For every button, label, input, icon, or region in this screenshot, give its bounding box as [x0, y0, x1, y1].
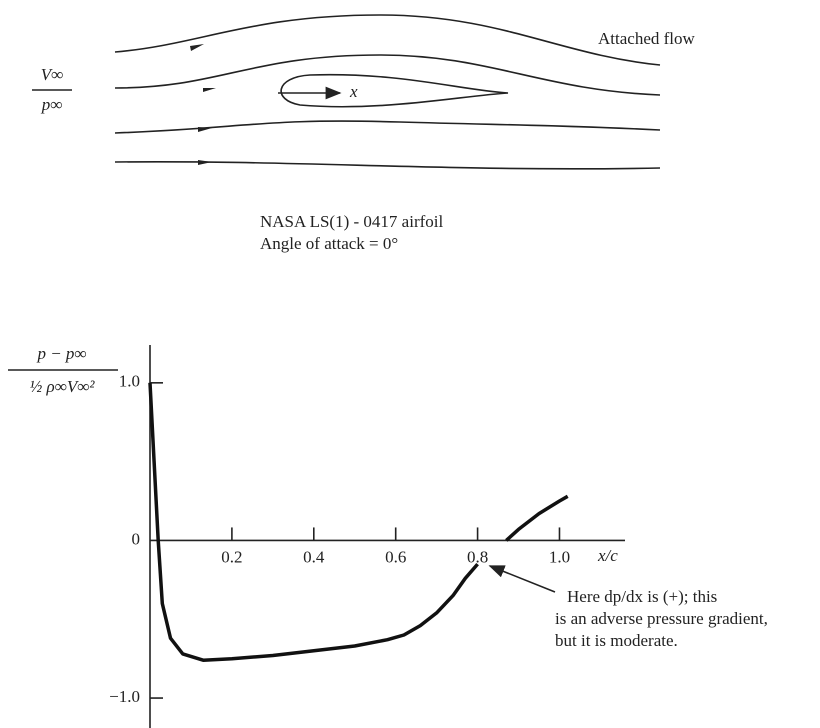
velocity-label: V∞ — [41, 65, 64, 84]
streamline — [114, 14, 661, 66]
y-label-denominator: ½ ρ∞V∞² — [30, 377, 96, 396]
y-label-numerator: p − p∞ — [36, 344, 86, 363]
streamline — [114, 120, 661, 134]
pressure-curve — [148, 382, 569, 662]
airfoil — [280, 73, 509, 108]
y-tick-label: 1.0 — [119, 372, 140, 391]
annotation: but it is moderate. — [555, 631, 678, 650]
streamline — [114, 160, 661, 170]
flow-diagram: x Attached flow V∞ p∞ NASA LS(1) - 0417 … — [32, 14, 695, 253]
x-tick-label: 1.0 — [549, 547, 570, 566]
streamline — [114, 54, 661, 96]
x-label: x — [349, 82, 358, 101]
annotation: Here dp/dx is (+); this — [567, 587, 717, 606]
flow-label: Attached flow — [598, 29, 695, 48]
airfoil-name: NASA LS(1) - 0417 airfoil — [260, 212, 443, 231]
x-tick-label: 0.4 — [303, 547, 325, 566]
x-tick-label: 0.2 — [221, 547, 242, 566]
annotation: is an adverse pressure gradient, — [555, 609, 768, 628]
x-tick-label: 0.8 — [467, 547, 488, 566]
annotation-arrow — [488, 565, 556, 593]
y-axis-label: p − p∞ ½ ρ∞V∞² — [8, 344, 118, 396]
angle-of-attack: Angle of attack = 0° — [260, 234, 398, 253]
x-tick-label: 0.6 — [385, 547, 406, 566]
x-label: x/c — [597, 546, 618, 565]
pressure-label: p∞ — [41, 95, 63, 114]
flow-arrows — [190, 44, 216, 165]
y-tick-label: 0 — [132, 529, 141, 548]
y-tick-label: −1.0 — [109, 687, 140, 706]
